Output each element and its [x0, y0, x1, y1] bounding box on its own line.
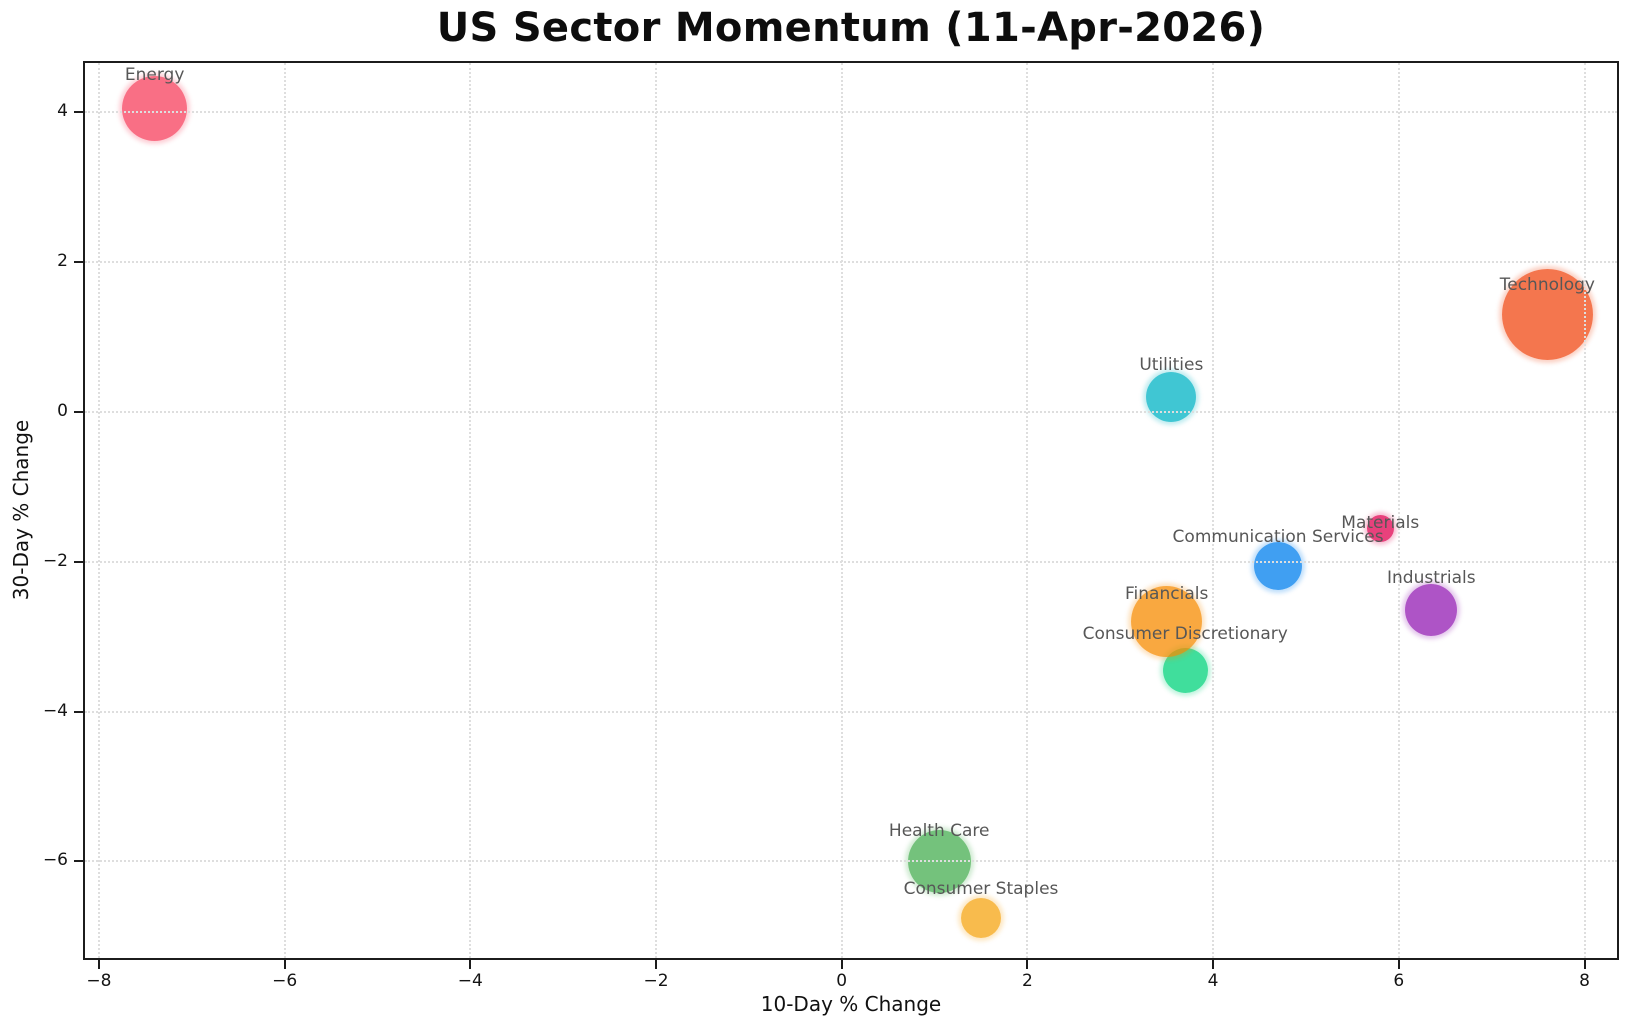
- gridline-vertical: [469, 63, 472, 958]
- x-tick-label: −8: [86, 971, 112, 991]
- bubble-energy: [122, 76, 188, 142]
- plot-area: Energy Technology Utilities Materials Commun…: [83, 61, 1619, 960]
- gridline-vertical: [1212, 63, 1215, 958]
- bubble-materials: [1366, 514, 1394, 542]
- gridline-vertical: [655, 63, 658, 958]
- y-tick-label: 4: [57, 101, 68, 122]
- gridline-horizontal: [85, 860, 1617, 863]
- bubble-communication-services: [1254, 541, 1303, 590]
- chart-title: US Sector Momentum (11-Apr-2026): [436, 5, 1266, 51]
- x-axis-label: 10-Day % Change: [760, 992, 942, 1016]
- gridline-horizontal: [85, 560, 1617, 563]
- bubble-label-consumer-discretionary: Consumer Discretionary: [1082, 624, 1288, 645]
- x-tick-label: 6: [1393, 971, 1405, 991]
- bubble-utilities: [1146, 372, 1197, 423]
- y-tick: [74, 261, 83, 264]
- gridline-vertical: [1026, 63, 1029, 958]
- y-tick-label: −2: [42, 550, 68, 571]
- x-tick-label: 2: [1021, 971, 1033, 991]
- x-tick: [1397, 960, 1400, 969]
- bubble-label-consumer-staples: Consumer Staples: [903, 878, 1059, 899]
- y-tick: [74, 111, 83, 114]
- gridline-vertical: [97, 63, 100, 958]
- x-tick-label: −6: [272, 971, 298, 991]
- gridline-horizontal: [85, 710, 1617, 713]
- y-tick: [74, 560, 83, 563]
- bubble-financials: [1131, 586, 1203, 658]
- y-tick: [74, 710, 83, 713]
- bubble-industrials: [1405, 584, 1458, 637]
- x-tick: [1583, 960, 1586, 969]
- gridline-vertical: [1397, 63, 1400, 958]
- bubble-technology: [1501, 269, 1593, 361]
- y-tick-label: −6: [42, 850, 68, 871]
- y-tick: [74, 411, 83, 413]
- gridline-vertical: [1583, 63, 1586, 958]
- gridline-horizontal: [85, 261, 1617, 264]
- x-tick: [840, 960, 843, 969]
- x-tick-label: 0: [836, 971, 848, 991]
- gridline-vertical: [283, 63, 286, 958]
- bubble-label-health-care: Health Care: [888, 821, 990, 842]
- x-tick: [97, 960, 100, 969]
- x-tick: [283, 960, 286, 969]
- bubble-label-materials: Materials: [1341, 513, 1420, 534]
- y-tick: [74, 860, 83, 863]
- x-tick-label: 8: [1579, 971, 1590, 991]
- x-tick: [1212, 960, 1215, 969]
- bubble-label-industrials: Industrials: [1387, 568, 1476, 589]
- x-tick: [655, 960, 658, 969]
- gridline-horizontal: [85, 411, 1617, 413]
- y-tick-label: 2: [57, 251, 68, 272]
- bubble-consumer-staples: [960, 897, 1001, 938]
- bubble-label-energy: Energy: [124, 64, 185, 85]
- x-tick-label: −2: [643, 971, 669, 991]
- bubble-label-financials: Financials: [1125, 583, 1209, 604]
- x-tick-label: −4: [457, 971, 483, 991]
- bubble-label-communication-services: Communication Services: [1172, 526, 1384, 547]
- x-tick-label: 4: [1207, 971, 1219, 991]
- x-tick: [1026, 960, 1029, 969]
- bubble-label-utilities: Utilities: [1139, 355, 1204, 376]
- x-tick: [469, 960, 472, 969]
- y-tick-label: 0: [57, 401, 68, 421]
- y-tick-label: −4: [42, 700, 68, 721]
- gridline-horizontal: [85, 111, 1617, 114]
- y-axis-label: 30-Day % Change: [9, 419, 33, 601]
- gridline-vertical: [840, 63, 843, 958]
- bubble-label-technology: Technology: [1499, 274, 1595, 295]
